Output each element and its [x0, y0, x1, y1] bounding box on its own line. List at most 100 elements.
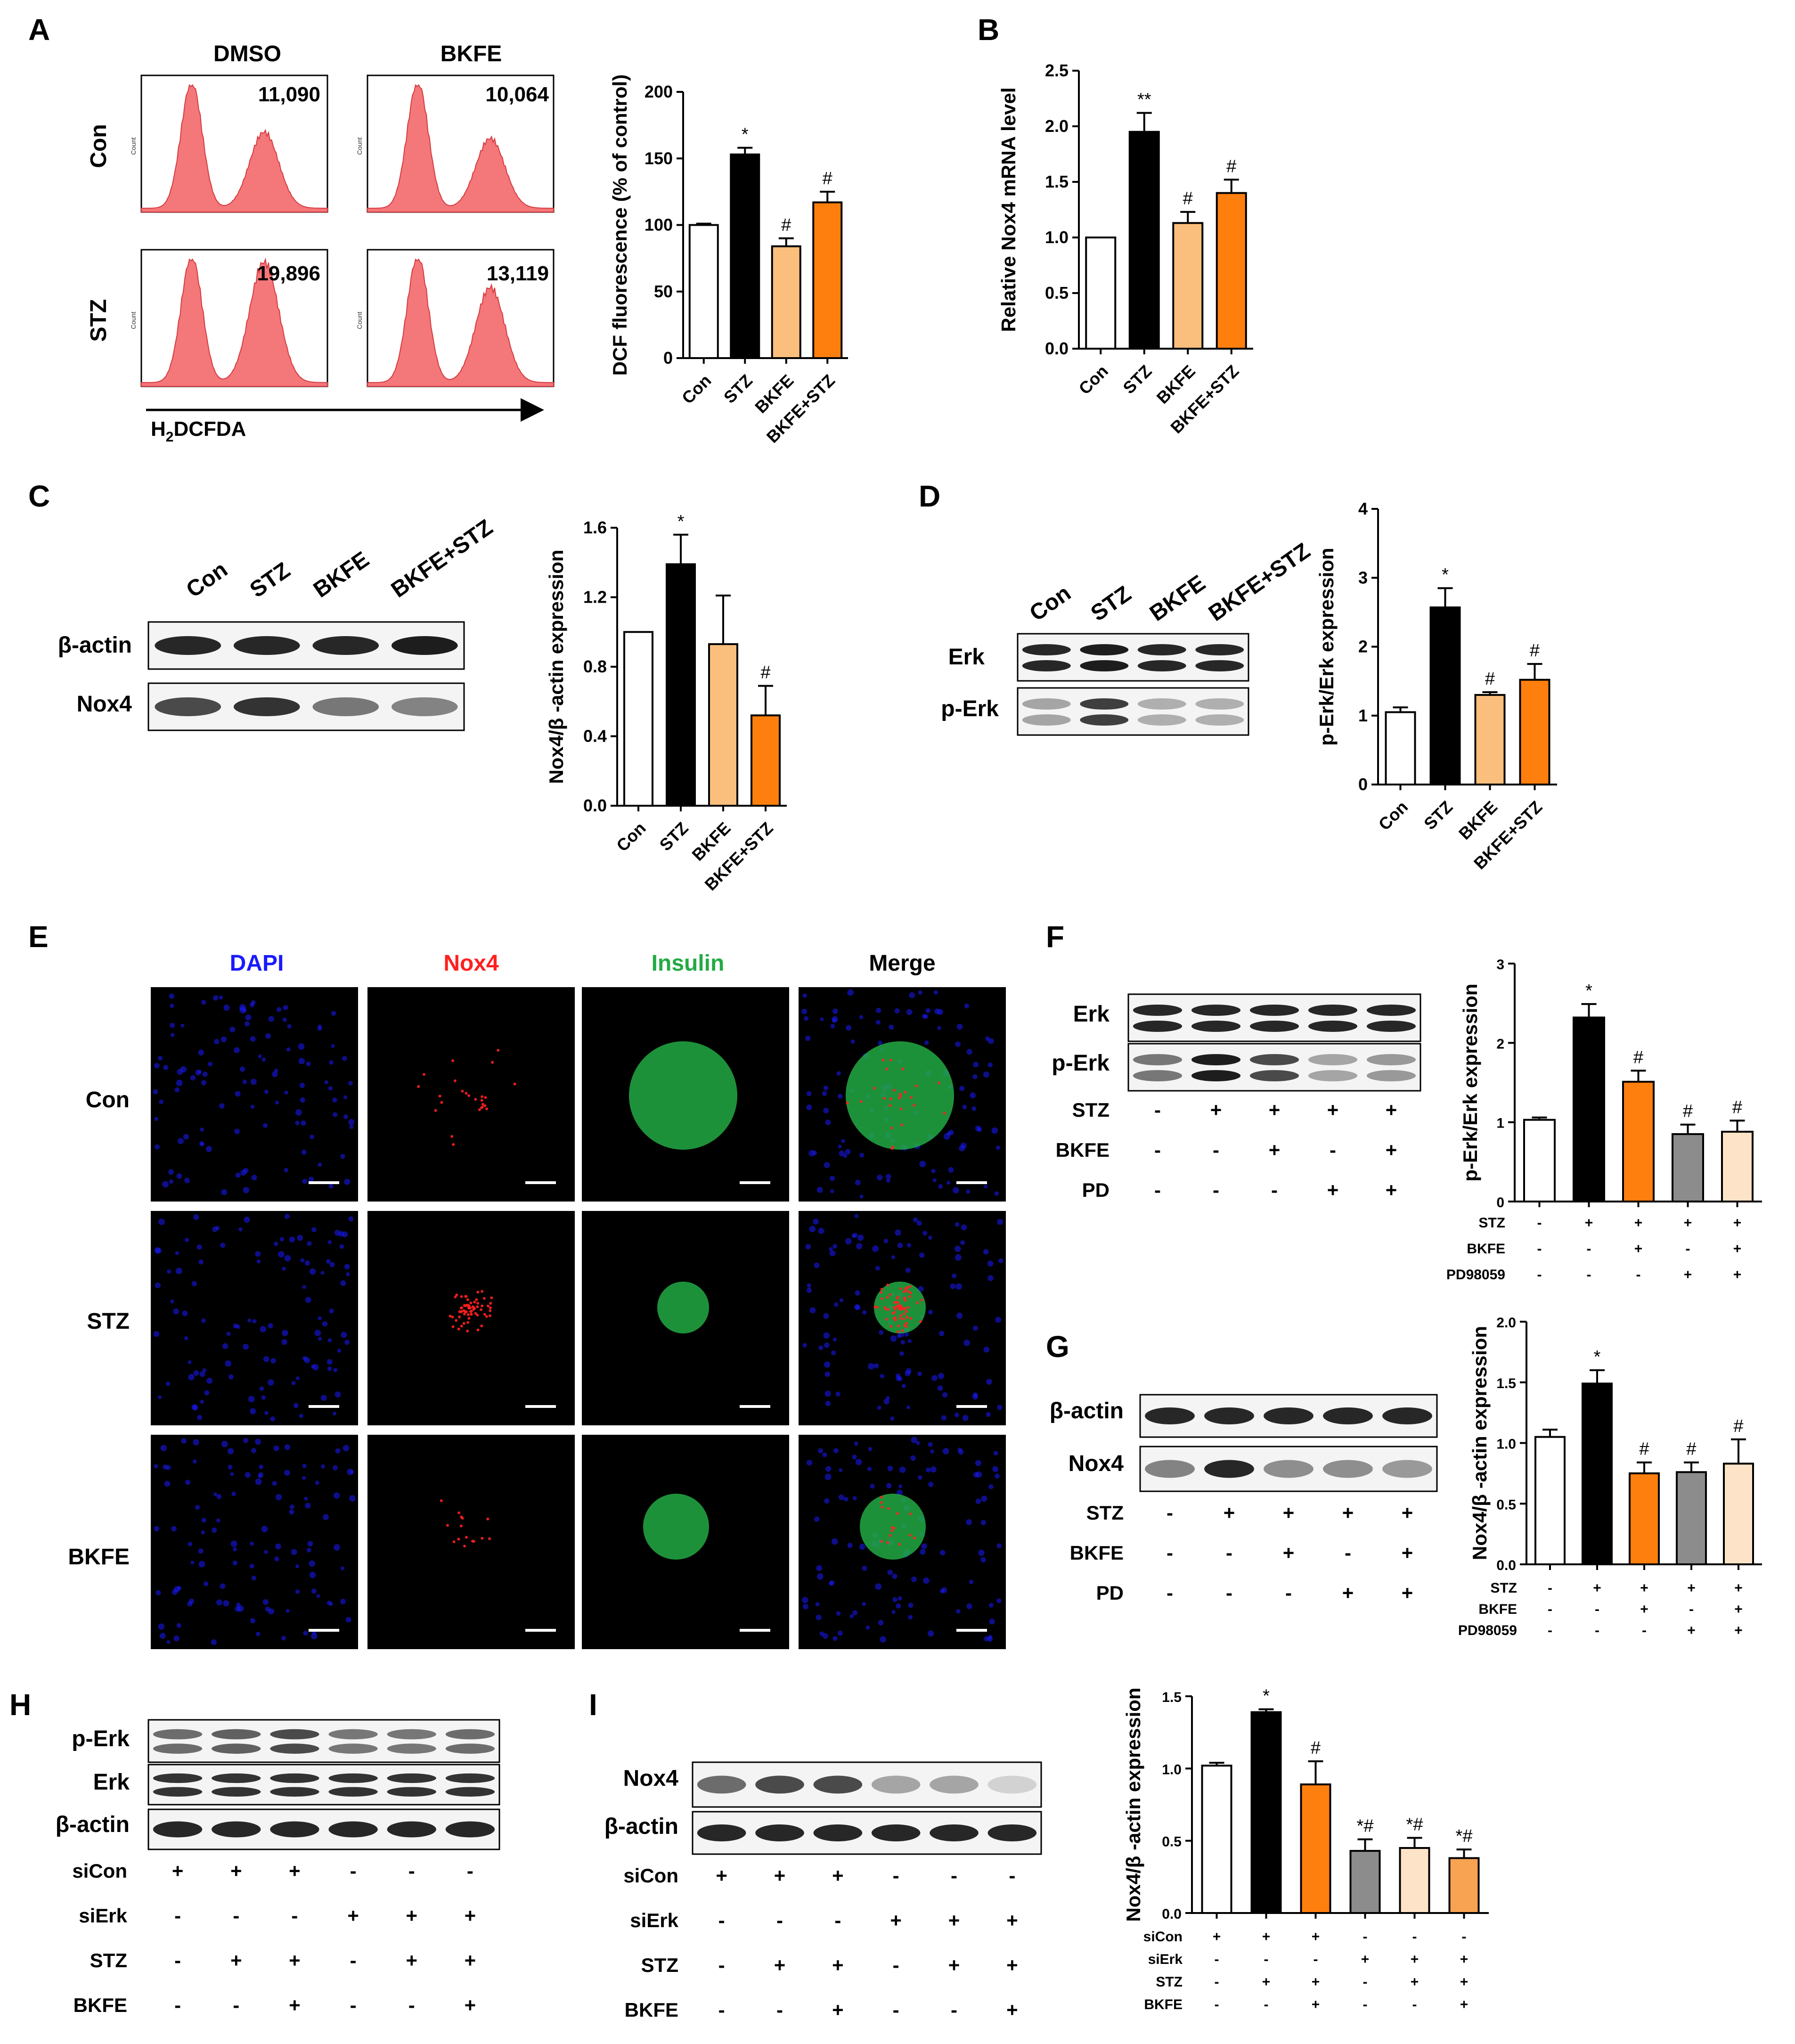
- y-tick-label: 3: [1358, 568, 1368, 587]
- nucleus: [340, 1153, 345, 1159]
- nucleus: [276, 1007, 282, 1012]
- nucleus: [954, 1412, 959, 1417]
- chart-c-nox4-actin: 0.0 0.4 0.8 1.2 1.6 Nox4/β -actin expression C…: [545, 512, 787, 894]
- nucleus: [155, 1144, 160, 1150]
- band: [1195, 660, 1244, 671]
- band: [387, 1821, 436, 1838]
- nucleus: [850, 1039, 855, 1044]
- treatment-table: STZ - + + + + BKFE - - + - + PD - - - + +: [1056, 1099, 1397, 1201]
- col-label-dmso: DMSO: [213, 41, 281, 66]
- nucleus: [295, 1109, 302, 1116]
- nucleus: [286, 1609, 290, 1613]
- treatment-sign: +: [1402, 1502, 1413, 1524]
- nucleus: [170, 1033, 175, 1037]
- nucleus: [154, 1526, 160, 1531]
- significance-mark: *: [742, 125, 749, 145]
- nucleus: [847, 1543, 853, 1548]
- nucleus: [818, 1227, 824, 1234]
- band: [755, 1824, 804, 1841]
- histogram-area: [141, 257, 328, 387]
- significance-mark: #: [1226, 156, 1236, 176]
- nucleus: [309, 1177, 314, 1182]
- treatment-sign: +: [1634, 1241, 1643, 1257]
- nucleus: [261, 1526, 268, 1532]
- band: [1191, 1021, 1241, 1032]
- if-image-grid: [151, 987, 1006, 1649]
- significance-mark: #: [1311, 1738, 1321, 1758]
- treatment-sign: -: [1154, 1139, 1161, 1161]
- nucleus: [201, 1000, 206, 1005]
- nucleus: [806, 1091, 812, 1096]
- lane-label: BKFE+STZ: [387, 515, 498, 603]
- nucleus: [923, 1577, 930, 1584]
- nucleus: [872, 1245, 879, 1252]
- panel-f-blot: Erk p-Erk STZ - + + + + BKFE - - + - + PD - - - + +: [1052, 993, 1421, 1201]
- nucleus: [160, 1445, 167, 1451]
- treatment-sign: +: [1006, 1954, 1018, 1976]
- nox4-signal: [887, 1308, 890, 1311]
- nucleus: [836, 1071, 841, 1076]
- nucleus: [250, 1079, 257, 1085]
- nucleus: [814, 1262, 820, 1268]
- nucleus: [937, 1385, 943, 1391]
- nucleus: [845, 1238, 852, 1245]
- islet-insulin: [657, 1282, 709, 1333]
- nucleus: [807, 1283, 811, 1288]
- treatment-row-label: BKFE: [73, 1994, 127, 2016]
- treatment-sign: -: [233, 1905, 239, 1927]
- nucleus: [284, 1213, 290, 1219]
- nucleus: [952, 1273, 957, 1278]
- nucleus: [326, 1359, 333, 1365]
- nucleus: [298, 1058, 305, 1064]
- nucleus: [334, 1230, 341, 1236]
- nucleus: [214, 1039, 220, 1045]
- significance-mark: #: [1633, 1047, 1643, 1067]
- nucleus: [838, 1494, 844, 1500]
- nucleus: [311, 1227, 317, 1233]
- nucleus: [239, 1004, 246, 1011]
- nox4-signal: [859, 1100, 863, 1103]
- nucleus: [905, 1267, 911, 1273]
- nox4-signal: [903, 1297, 906, 1300]
- nucleus: [305, 1297, 311, 1303]
- significance-mark: *#: [1456, 1826, 1473, 1846]
- nucleus: [891, 1610, 896, 1614]
- nucleus: [909, 992, 915, 998]
- nucleus: [264, 1550, 268, 1554]
- nucleus: [202, 1071, 208, 1077]
- significance-mark: *: [1442, 565, 1449, 585]
- nox4-signal: [463, 1545, 466, 1548]
- nucleus: [159, 1099, 163, 1104]
- nox4-signal: [446, 1524, 449, 1527]
- nox4-signal: [886, 1541, 889, 1544]
- y-tick-label: 0: [1496, 1195, 1504, 1210]
- nucleus: [238, 1227, 243, 1232]
- nucleus: [883, 1398, 889, 1405]
- lane-label: Con: [1025, 580, 1076, 626]
- nucleus: [824, 1390, 831, 1397]
- significance-mark: *: [1263, 1686, 1270, 1706]
- nucleus: [199, 1371, 205, 1377]
- nucleus: [987, 1062, 993, 1068]
- nox4-signal: [885, 1068, 889, 1071]
- nucleus: [170, 1022, 175, 1028]
- treatment-sign: +: [1460, 1974, 1469, 1990]
- nox4-signal: [880, 1505, 883, 1509]
- significance-mark: #: [823, 169, 832, 188]
- significance-mark: #: [1530, 641, 1540, 661]
- nucleus: [326, 1259, 331, 1264]
- nucleus: [875, 1583, 882, 1590]
- nucleus: [959, 1086, 965, 1091]
- band: [1022, 698, 1071, 710]
- treatment-sign: -: [350, 1994, 357, 2016]
- treatment-sign: +: [1006, 1999, 1018, 2021]
- nucleus: [966, 1603, 972, 1610]
- nox4-signal: [881, 1297, 884, 1300]
- nox4-signal: [460, 1325, 463, 1328]
- nucleus: [928, 1235, 932, 1240]
- nox4-signal: [465, 1536, 468, 1539]
- nucleus: [250, 1036, 256, 1042]
- band: [930, 1775, 979, 1794]
- nucleus: [264, 1089, 269, 1094]
- nox4-signal: [902, 1317, 906, 1321]
